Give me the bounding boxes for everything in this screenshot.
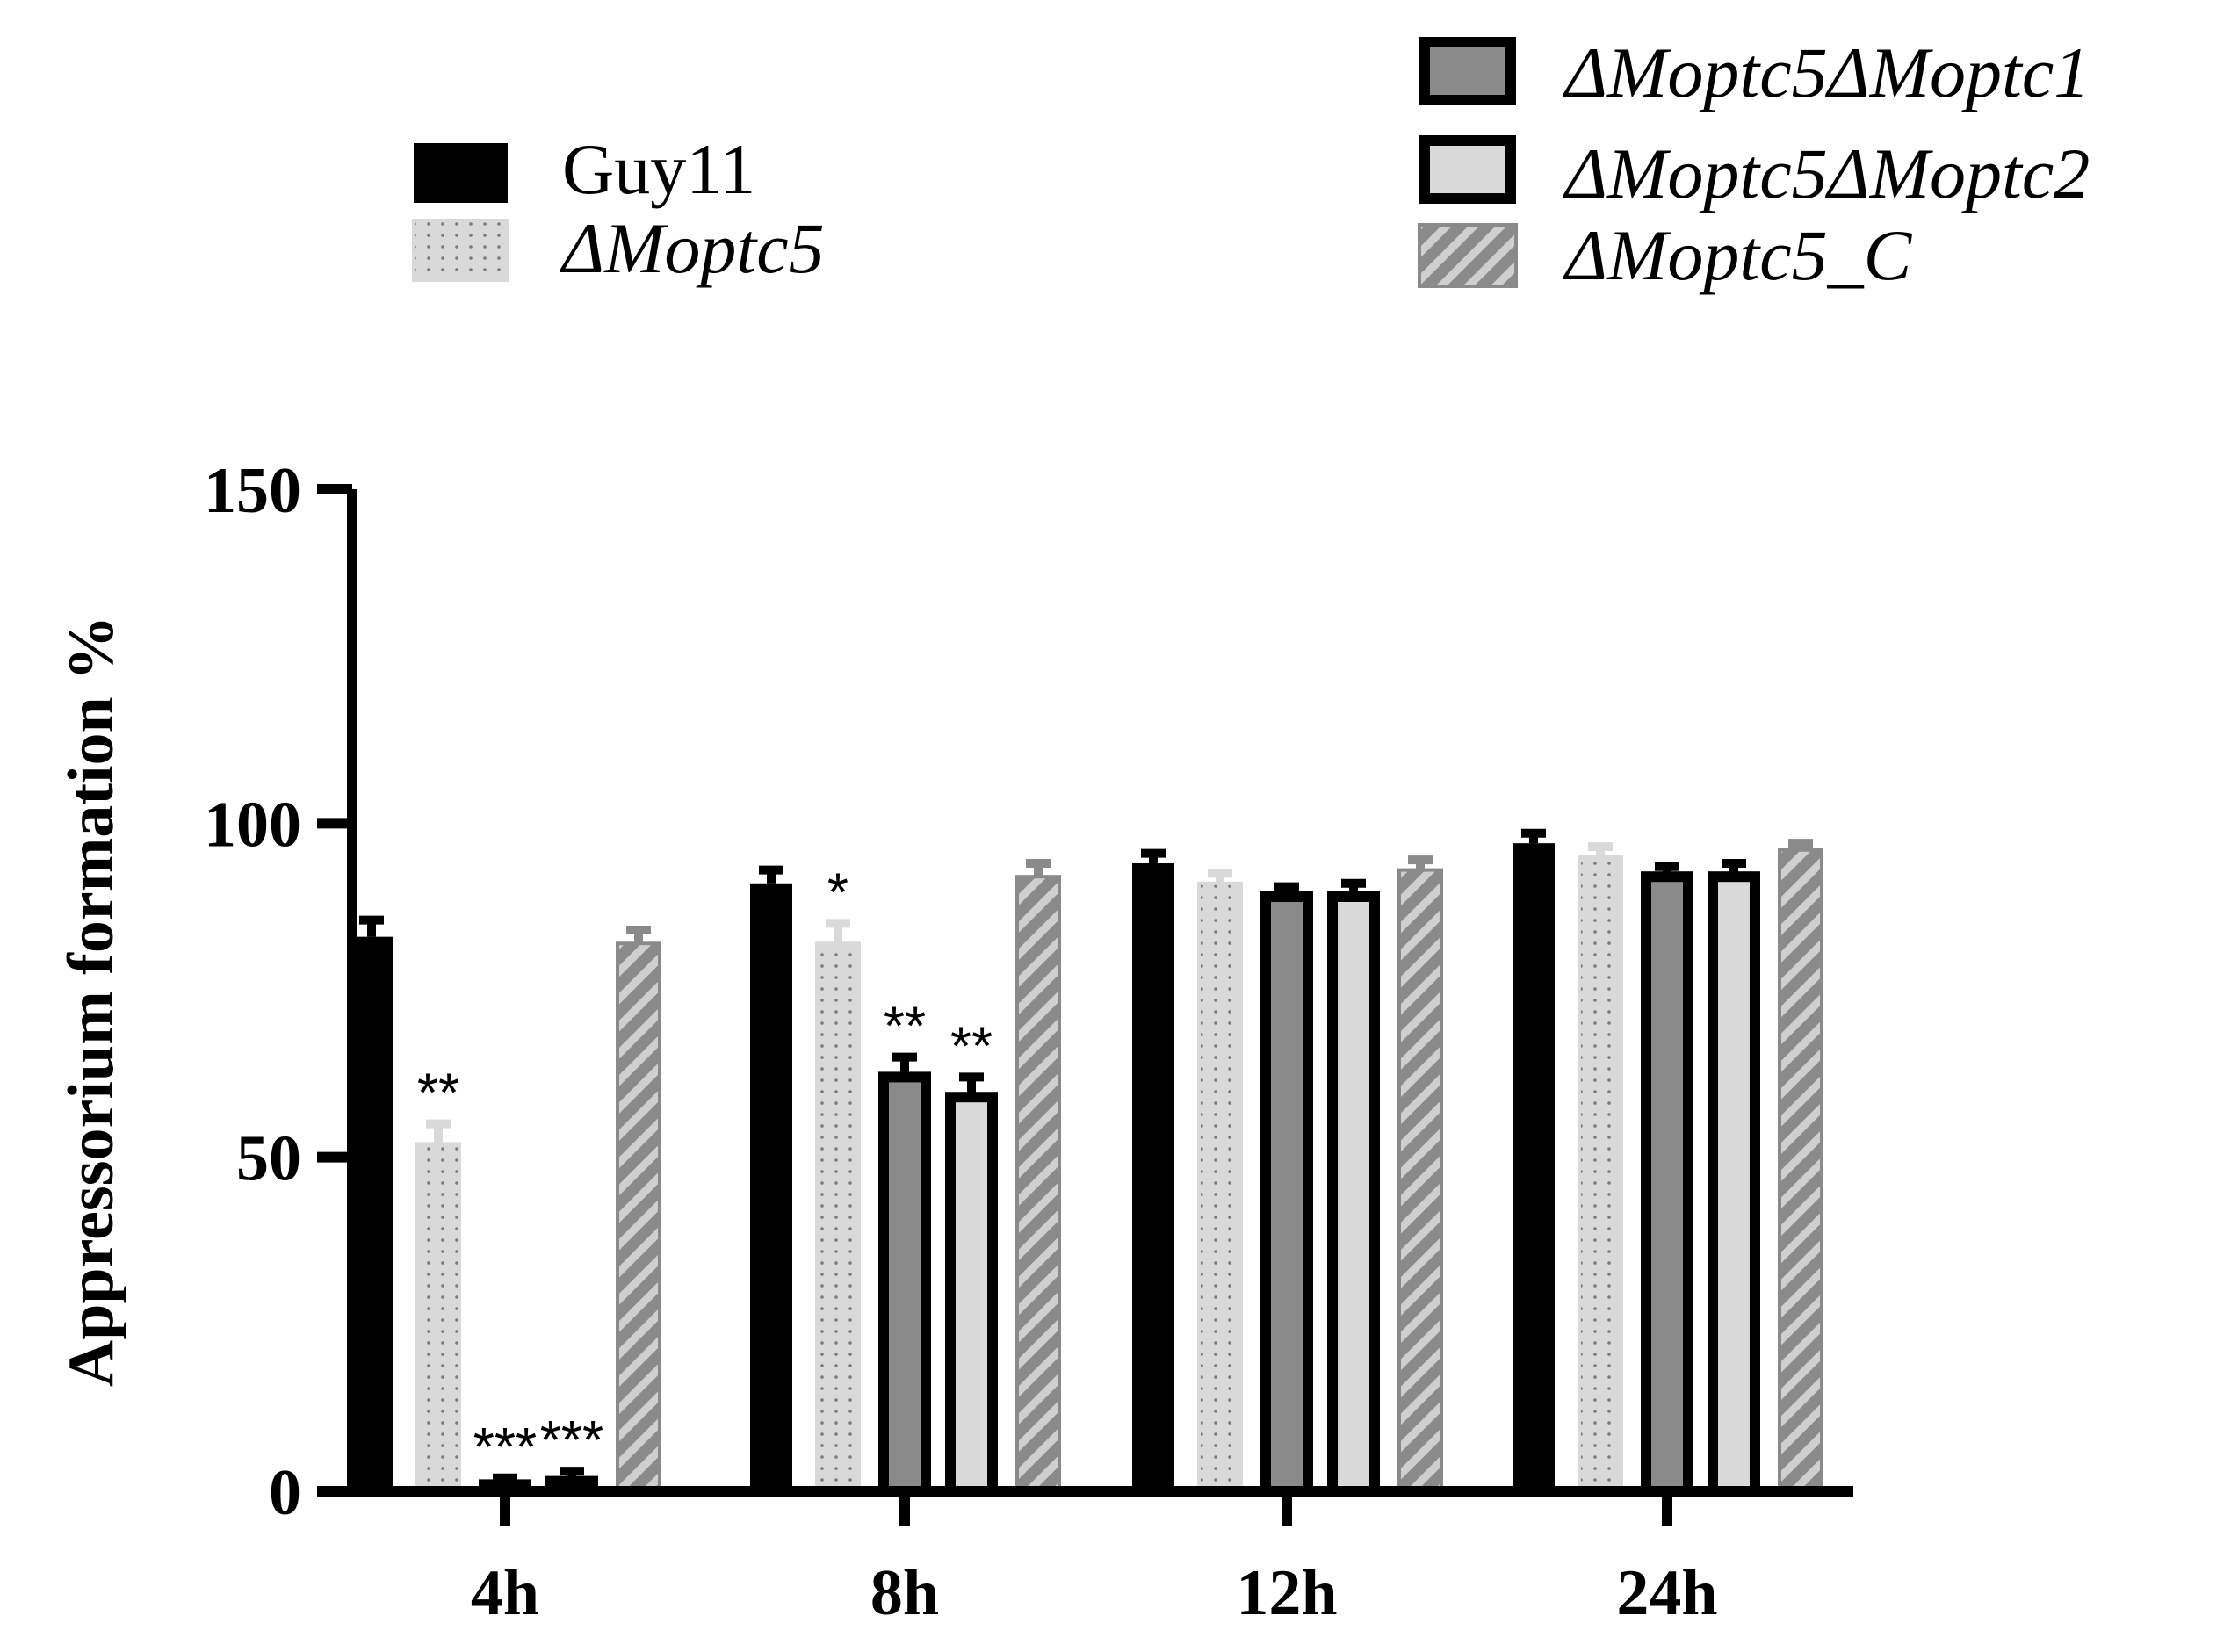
error-bar-s0-24h [1521, 828, 1546, 844]
bar-s1-4h [415, 1142, 461, 1494]
x-tick-label-4h: 4h [471, 1557, 539, 1629]
significance-s2-8h: ** [884, 997, 926, 1057]
legend-item-moptc5-c: ΔMoptc5_C [1418, 215, 1913, 295]
error-bar-s4-8h [1026, 858, 1051, 877]
bar-s3-12h [1327, 891, 1380, 1497]
bar-s4-12h [1397, 868, 1443, 1493]
bar-s1-24h [1578, 855, 1623, 1493]
y-tick-label-0: 0 [269, 1457, 301, 1529]
x-tick-label-12h: 12h [1236, 1557, 1337, 1629]
legend-label-moptc5: ΔMoptc5 [560, 208, 825, 288]
bar-s4-8h [1015, 875, 1061, 1493]
x-tick-label-8h: 8h [870, 1557, 939, 1629]
significance-s3-4h: *** [540, 1410, 603, 1471]
legend-item-guy11: Guy11 [414, 129, 755, 209]
bar-s0-24h [1513, 843, 1555, 1491]
error-bar-s0-12h [1141, 848, 1166, 863]
bar-s2-8h [878, 1071, 931, 1497]
legend-swatch-guy11 [414, 143, 508, 203]
error-bar-s4-12h [1408, 855, 1433, 870]
legend-label-guy11: Guy11 [562, 129, 755, 209]
bar-s2-24h [1641, 871, 1693, 1497]
error-bar-s1-12h [1208, 869, 1232, 884]
error-bar-s1-4h [426, 1119, 451, 1144]
error-bar-s4-24h [1788, 839, 1813, 850]
bar-s2-12h [1260, 891, 1313, 1497]
bars: ************* [350, 828, 1823, 1497]
legend-swatch-moptc5-c [1418, 223, 1518, 288]
legend-item-moptc5: ΔMoptc5 [412, 208, 825, 288]
bar-s3-24h [1708, 871, 1760, 1497]
error-bar-s3-4h [560, 1467, 584, 1482]
error-bar-s0-8h [759, 865, 783, 884]
legend-swatch-moptc5-moptc1 [1419, 37, 1516, 105]
error-bar-s2-12h [1274, 882, 1299, 898]
significance-s1-8h: * [827, 862, 848, 923]
significance-s2-4h: *** [473, 1418, 537, 1478]
significance-s1-4h: ** [417, 1064, 459, 1124]
error-bar-s1-8h [826, 919, 850, 944]
bar-s1-8h [815, 941, 861, 1493]
axes: 0 50 100 150 4h 8h 12h 24h [204, 455, 1853, 1629]
error-bar-s1-24h [1588, 841, 1613, 857]
legend-label-moptc5-moptc1: ΔMoptc5ΔMoptc1 [1563, 32, 2090, 112]
legend-swatch-moptc5-moptc2 [1419, 135, 1516, 204]
error-bar-s3-12h [1341, 878, 1366, 898]
x-tick-label-24h: 24h [1616, 1557, 1717, 1629]
bar-s4-4h [616, 941, 661, 1493]
bar-s1-12h [1197, 881, 1243, 1493]
y-tick-label-100: 100 [204, 789, 301, 861]
y-tick-label-150: 150 [204, 455, 301, 527]
y-axis-label: Appressorium formation % [55, 616, 127, 1387]
legend-item-moptc5-moptc2: ΔMoptc5ΔMoptc2 [1419, 133, 2090, 213]
error-bar-s2-8h [892, 1052, 917, 1078]
error-bar-s3-8h [959, 1072, 984, 1098]
legend-swatch-moptc5 [412, 219, 509, 282]
error-bar-s2-4h [493, 1473, 517, 1485]
error-bar-s4-4h [626, 926, 651, 944]
error-bar-s2-24h [1655, 862, 1679, 877]
legend-label-moptc5-moptc2: ΔMoptc5ΔMoptc2 [1563, 133, 2090, 213]
bar-s0-8h [750, 883, 792, 1491]
legend-item-moptc5-moptc1: ΔMoptc5ΔMoptc1 [1419, 32, 2090, 112]
significance-s3-8h: ** [950, 1016, 993, 1077]
legend: Guy11 ΔMoptc5 ΔMoptc5ΔMoptc1 ΔMoptc5ΔMop… [412, 32, 2090, 295]
bar-s4-24h [1778, 848, 1823, 1493]
legend-label-moptc5-c: ΔMoptc5_C [1563, 215, 1913, 295]
error-bar-s0-4h [359, 915, 384, 937]
bar-s3-8h [945, 1092, 998, 1497]
y-tick-label-50: 50 [236, 1123, 301, 1195]
bar-s0-12h [1132, 862, 1174, 1491]
error-bar-s3-24h [1722, 858, 1746, 877]
